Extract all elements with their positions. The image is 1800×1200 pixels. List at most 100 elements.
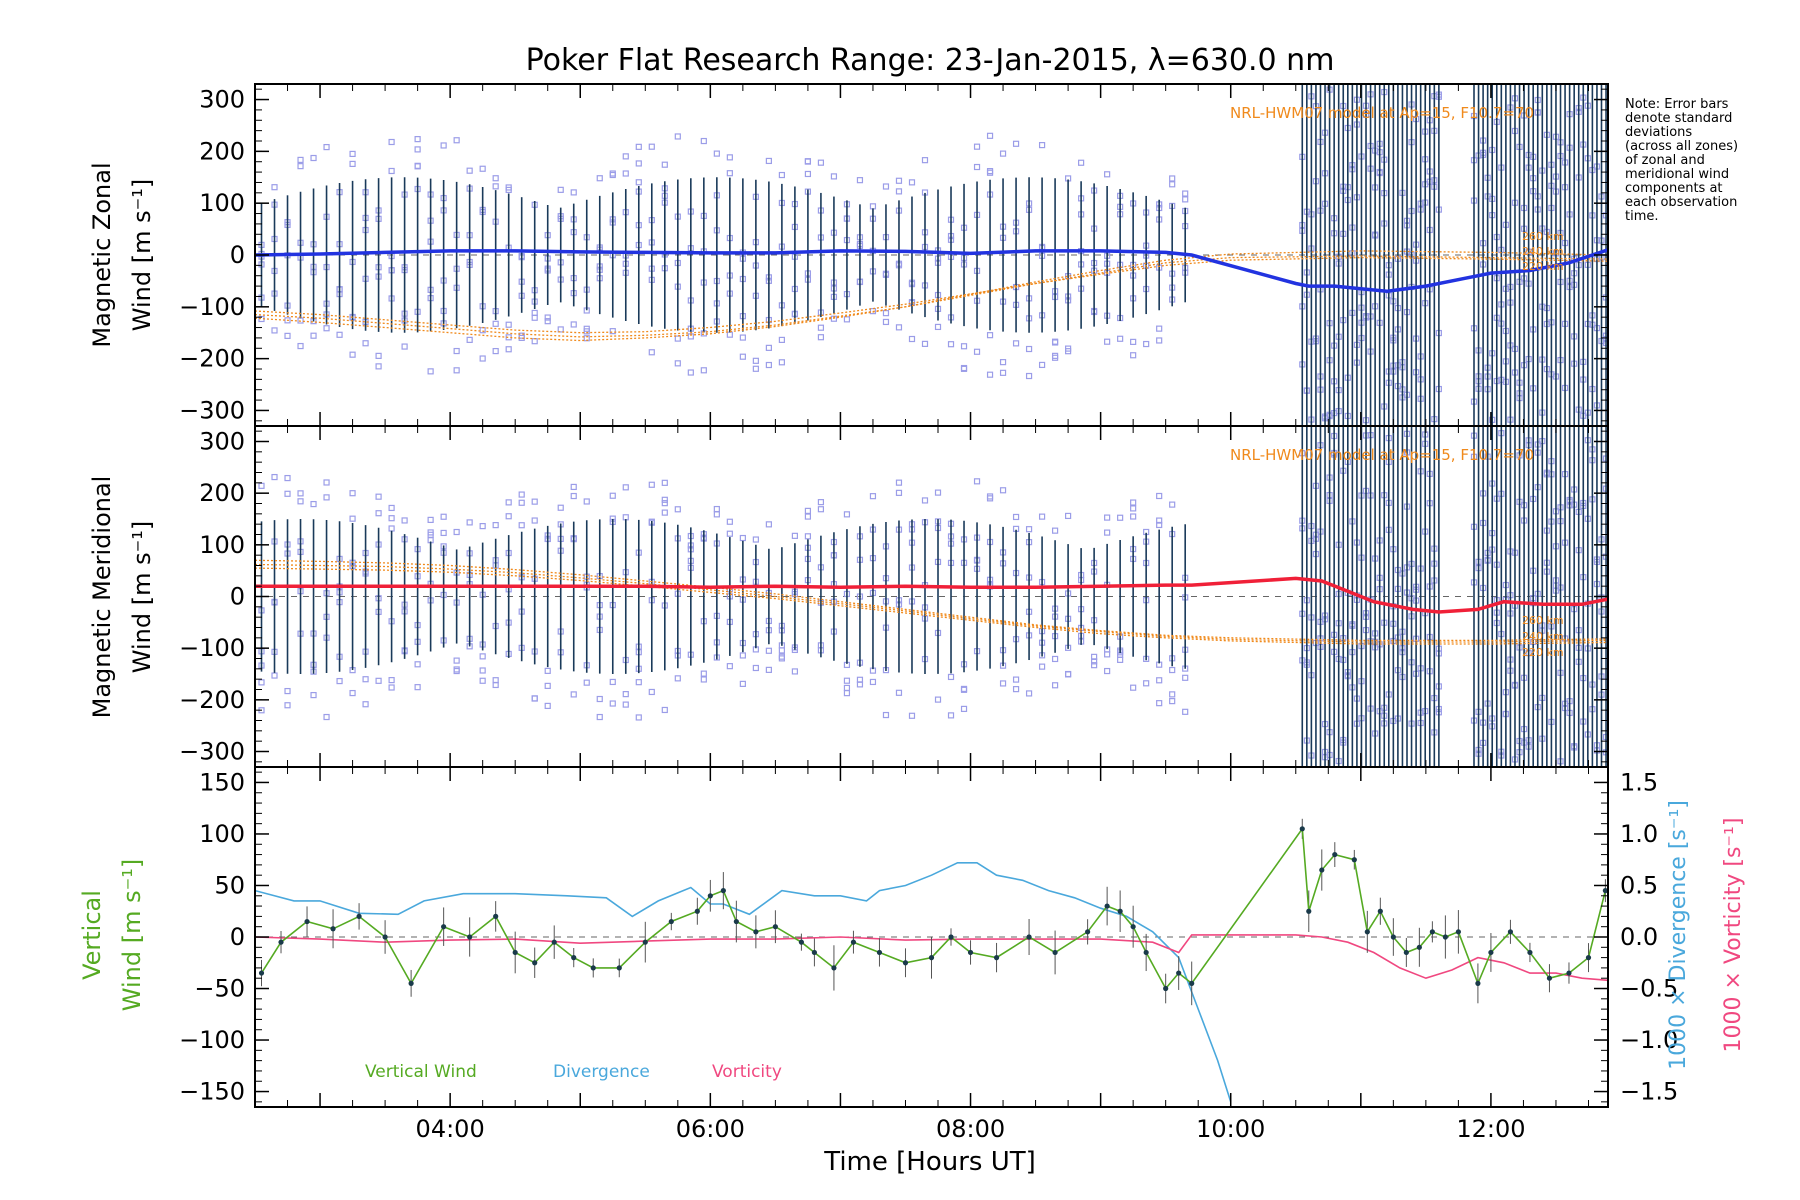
scatter-point [713, 150, 720, 157]
zonal-wind-line [255, 248, 1608, 294]
chart-title: Poker Flat Research Range: 23-Jan-2015, … [526, 43, 1335, 78]
y-tick-label: 200 [199, 479, 245, 507]
scatter-point [661, 509, 668, 516]
scatter-point [999, 369, 1007, 376]
scatter-point [557, 326, 564, 333]
model-curve-2 [255, 256, 1608, 334]
scatter-point [596, 713, 603, 721]
scatter-point [622, 153, 629, 160]
legend-vertical-wind: Vertical Wind [365, 1062, 477, 1082]
scatter-point [765, 361, 772, 369]
scatter-point [882, 310, 890, 317]
scatter-point [934, 696, 942, 703]
scatter-point [700, 670, 707, 677]
scatter-point [752, 664, 759, 672]
vertical-wind-point [831, 965, 837, 971]
scatter-point [1169, 698, 1176, 705]
y-tick-label: 50 [214, 871, 245, 899]
scatter-point [661, 161, 668, 168]
scatter-point [635, 179, 642, 186]
scatter-point [440, 513, 447, 520]
vertical-wind-point [1377, 908, 1383, 914]
scatter-point [921, 497, 929, 504]
vertical-wind-point [1566, 970, 1572, 976]
scatter-point [453, 657, 460, 664]
scatter-point [1156, 700, 1163, 707]
scatter-point [362, 340, 369, 347]
scatter-point [323, 325, 330, 332]
scatter-point [1065, 348, 1072, 355]
vertical-wind-point [571, 955, 577, 961]
scatter-point [570, 483, 577, 491]
scatter-point [1025, 526, 1033, 533]
scatter-point [310, 500, 317, 508]
scatter-point [934, 323, 942, 331]
scatter-point [752, 365, 759, 372]
scatter-point [310, 154, 317, 162]
scatter-point [895, 188, 903, 195]
scatter-point [661, 496, 668, 503]
legend-divergence: Divergence [553, 1062, 650, 1082]
vertical-wind-point [408, 980, 414, 986]
scatter-point [960, 364, 968, 372]
vertical-wind-point [733, 918, 739, 925]
scatter-point [635, 160, 642, 167]
scatter-point [349, 515, 356, 522]
vertical-wind-point [1602, 888, 1608, 894]
scatter-point [349, 689, 356, 697]
scatter-point [609, 678, 616, 686]
scatter-point [388, 504, 395, 512]
scatter-point [1130, 505, 1137, 512]
vertical-wind-point [304, 918, 310, 925]
scatter-point [427, 531, 434, 538]
vertical-wind-point [1546, 975, 1553, 981]
vertical-wind-point [948, 934, 954, 940]
scatter-point [466, 336, 473, 343]
scatter-point [1182, 190, 1189, 197]
scatter-point [648, 688, 655, 696]
scatter-point [518, 499, 525, 506]
scatter-point [765, 157, 772, 165]
scatter-point [349, 490, 356, 497]
scatter-point [1065, 671, 1072, 678]
vertical-wind-point [876, 949, 883, 956]
scatter-point [895, 689, 903, 696]
scatter-point [674, 133, 681, 140]
scatter-point [518, 522, 525, 529]
scatter-point [635, 714, 642, 721]
vertical-ylabel: Vertical Wind [m s⁻¹] [78, 859, 146, 1011]
scatter-point [921, 157, 929, 164]
vertical-wind-point [928, 955, 935, 961]
scatter-point [453, 528, 460, 536]
scatter-point [271, 473, 278, 481]
scatter-point [388, 684, 395, 691]
scatter-point [375, 493, 382, 500]
scatter-point [1130, 352, 1137, 359]
zonal-ylabel: Magnetic Zonal Wind [m s⁻¹] [88, 162, 156, 347]
scatter-point [1182, 708, 1189, 715]
scatter-point [609, 170, 616, 177]
meridional-ylabel-line1: Magnetic Meridional [88, 476, 116, 719]
scatter-point [401, 517, 408, 524]
scatter-point [375, 677, 382, 684]
scatter-point [622, 701, 629, 708]
note-line-5: of zonal and [1625, 153, 1705, 168]
scatter-point [323, 143, 330, 151]
zonal-model-altitudes: 260 km 240 km 220 km [1522, 230, 1564, 273]
scatter-point [1012, 340, 1020, 347]
scatter-point [648, 481, 655, 488]
vertical-wind-point [850, 939, 857, 945]
scatter-point [817, 506, 825, 513]
scatter-point [778, 653, 785, 660]
scatter-point [1130, 338, 1137, 345]
scatter-point [1038, 142, 1046, 149]
scatter-point [739, 353, 746, 360]
vertical-wind-point [642, 939, 648, 945]
scatter-point [570, 492, 577, 500]
vertical-wind-point [720, 888, 726, 894]
vertical-wind-point [1299, 826, 1305, 832]
scatter-point [336, 677, 343, 685]
scatter-point [817, 334, 825, 341]
scatter-point [1051, 338, 1059, 345]
y-tick-label: 0 [230, 583, 245, 611]
